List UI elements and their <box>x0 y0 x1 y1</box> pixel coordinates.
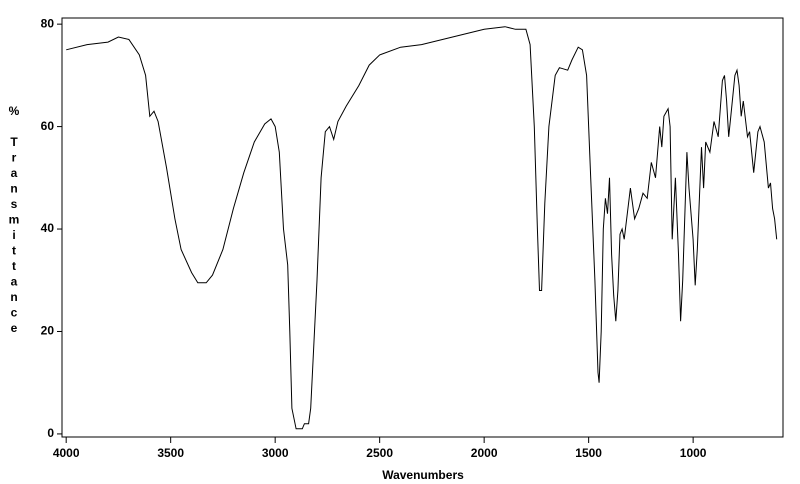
plot-frame <box>61 17 784 438</box>
x-tick-label: 4000 <box>53 446 80 460</box>
y-tick-label: 0 <box>47 426 54 440</box>
x-tick-label: 2500 <box>366 446 393 460</box>
spectrum-line <box>66 26 778 430</box>
x-tick-label: 3000 <box>262 446 289 460</box>
x-tick-label: 1500 <box>575 446 602 460</box>
x-tick-label: 2000 <box>471 446 498 460</box>
x-tick-label: 3500 <box>157 446 184 460</box>
y-tick-label: 80 <box>41 16 55 30</box>
y-tick-label: 60 <box>41 119 55 133</box>
x-tick-label: 1000 <box>680 446 707 460</box>
y-tick-label: 40 <box>41 221 55 235</box>
y-tick-label: 20 <box>41 324 55 338</box>
x-axis-label: Wavenumbers <box>382 468 464 482</box>
